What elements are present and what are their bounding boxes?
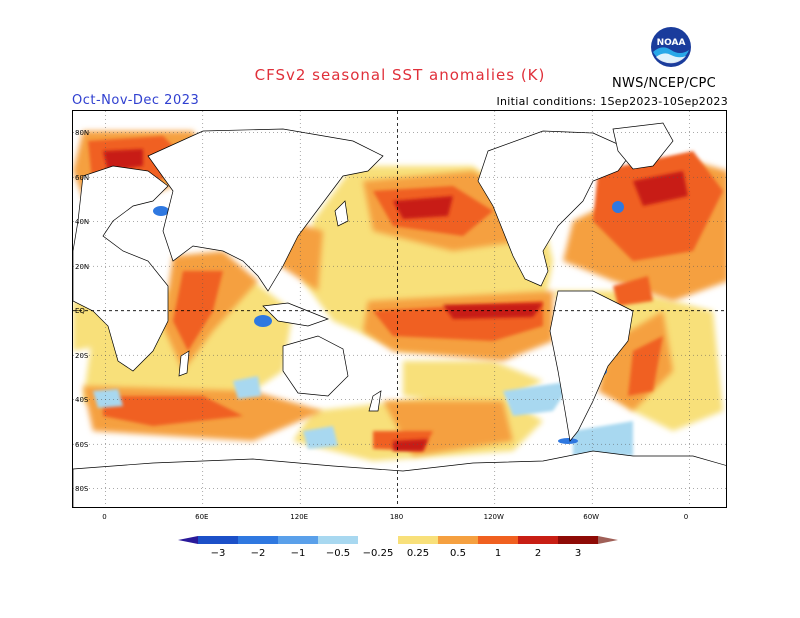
lon-label: 60E bbox=[195, 513, 208, 521]
colorbar: −3 −2 −1 −0.5 −0.25 0.25 0.5 1 2 3 bbox=[178, 536, 618, 559]
colorbar-labels: −3 −2 −1 −0.5 −0.25 0.25 0.5 1 2 3 bbox=[211, 548, 582, 559]
colorbar-label: 3 bbox=[575, 548, 581, 559]
latitude-labels: 80N 60N 40N 20N EQ 20S 40S 60S 80S bbox=[75, 129, 89, 493]
colorbar-box bbox=[398, 536, 438, 544]
south-america bbox=[549, 290, 634, 442]
madagascar bbox=[178, 350, 190, 377]
greenland bbox=[612, 122, 674, 170]
lat-label: 60N bbox=[75, 174, 89, 182]
colorbar-box bbox=[438, 536, 478, 544]
noaa-logo: NOAA bbox=[650, 26, 692, 68]
colorbar-label: 1 bbox=[495, 548, 501, 559]
colorbar-boxes bbox=[178, 536, 618, 544]
longitude-labels: 0 60E 120E 180 120W 60W 0 bbox=[102, 513, 688, 521]
lat-label: 40S bbox=[75, 396, 89, 404]
lon-label: 0 bbox=[684, 513, 688, 521]
sst-anomaly-map: 80N 60N 40N 20N EQ 20S 40S 60S 80S bbox=[72, 110, 727, 508]
lon-label: 120W bbox=[484, 513, 504, 521]
colorbar-label: 0.5 bbox=[450, 548, 466, 559]
colorbar-box bbox=[478, 536, 518, 544]
colorbar-box bbox=[318, 536, 358, 544]
equator-dateline bbox=[73, 111, 726, 507]
agency-label: NWS/NCEP/CPC bbox=[612, 76, 717, 91]
asia bbox=[147, 128, 384, 292]
chart-title: CFSv2 seasonal SST anomalies (K) bbox=[254, 66, 546, 84]
season-label: Oct-Nov-Dec 2023 bbox=[72, 93, 200, 108]
lat-label: 80N bbox=[75, 129, 89, 137]
colorbar-arrow-low bbox=[178, 536, 198, 544]
colorbar-box bbox=[198, 536, 238, 544]
colorbar-label: 2 bbox=[535, 548, 541, 559]
colorbar-label: 0.25 bbox=[407, 548, 429, 559]
colorbar-label: −3 bbox=[211, 548, 226, 559]
colorbar-label: −0.5 bbox=[326, 548, 350, 559]
colorbar-box bbox=[278, 536, 318, 544]
colorbar-arrow-high bbox=[598, 536, 618, 544]
initial-conditions-label: Initial conditions: 1Sep2023-10Sep2023 bbox=[496, 95, 728, 108]
logo-text: NOAA bbox=[657, 38, 686, 48]
lat-label: EQ bbox=[75, 307, 85, 315]
continents bbox=[73, 122, 726, 507]
japan bbox=[334, 200, 349, 227]
lat-label: 80S bbox=[75, 485, 89, 493]
new-zealand bbox=[368, 390, 382, 412]
colorbar-box bbox=[518, 536, 558, 544]
lon-label: 180 bbox=[390, 513, 403, 521]
lat-label: 20S bbox=[75, 352, 89, 360]
europe-africa bbox=[73, 165, 169, 372]
maritime-continent bbox=[262, 302, 329, 327]
lat-label: 20N bbox=[75, 263, 89, 271]
lon-label: 0 bbox=[102, 513, 106, 521]
lon-label: 60W bbox=[583, 513, 599, 521]
colorbar-box bbox=[558, 536, 598, 544]
lat-label: 40N bbox=[75, 218, 89, 226]
antarctica bbox=[73, 450, 726, 507]
colorbar-label: −1 bbox=[291, 548, 306, 559]
colorbar-label: −2 bbox=[251, 548, 266, 559]
lon-label: 120E bbox=[290, 513, 308, 521]
colorbar-box bbox=[238, 536, 278, 544]
lat-label: 60S bbox=[75, 441, 89, 449]
australia bbox=[282, 335, 349, 397]
colorbar-box bbox=[358, 536, 398, 544]
colorbar-label: −0.25 bbox=[363, 548, 394, 559]
